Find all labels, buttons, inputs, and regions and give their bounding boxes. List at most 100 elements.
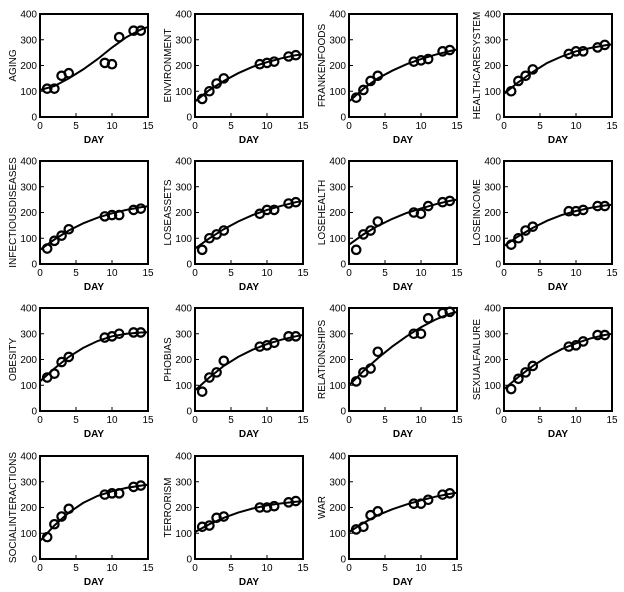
subplot-war: 0 100 200 300 400 0 5 10 15 DAY WAR	[317, 452, 463, 589]
x-tick-label: 5	[382, 268, 388, 279]
subplot-phobias: 0 100 200 300 400 0 5 10 15 DAY PHOBIAS	[163, 304, 309, 441]
y-tick-label: 200	[484, 355, 501, 366]
data-point	[372, 506, 384, 517]
x-tick-label: 10	[106, 563, 118, 574]
subplot-frankenfoods: 0 100 200 300 400 0 5 10 15 DAY FRANKENFOODS	[317, 10, 463, 147]
data-point	[527, 221, 539, 232]
y-tick-label: 300	[329, 35, 346, 46]
x-tick-label: 10	[261, 415, 273, 426]
y-tick-label: 0	[186, 555, 192, 566]
data-point	[268, 56, 280, 67]
data-point	[268, 204, 280, 216]
data-point	[599, 329, 611, 341]
data-point	[570, 46, 582, 57]
y-tick-label: 300	[484, 35, 501, 46]
x-tick-label: 5	[537, 268, 543, 279]
x-tick-label: 5	[537, 121, 543, 132]
y-tick-label: 100	[329, 381, 346, 392]
y-tick-label: 300	[20, 182, 37, 193]
data-point	[128, 25, 139, 37]
y-tick-label: 0	[340, 407, 346, 418]
data-point	[290, 196, 302, 208]
plot-frame	[194, 307, 304, 412]
fit-curve	[348, 310, 458, 387]
data-point	[372, 346, 384, 358]
data-point	[350, 376, 362, 387]
x-tick-label: 15	[297, 268, 309, 279]
x-tick-label: 15	[297, 563, 309, 574]
data-point	[135, 25, 147, 37]
x-axis-label: DAY	[239, 282, 260, 293]
plot-frame	[503, 307, 613, 412]
y-tick-label: 400	[484, 157, 501, 168]
y-tick-label: 0	[31, 555, 37, 566]
y-axis-label: ENVIRONMENT	[163, 29, 174, 103]
y-tick-label: 200	[20, 208, 37, 219]
data-point	[218, 511, 230, 522]
x-axis-label: DAY	[393, 577, 414, 588]
data-point	[350, 92, 362, 103]
data-point	[444, 195, 456, 207]
data-point	[444, 44, 456, 56]
x-tick-label: 15	[142, 415, 154, 426]
x-tick-label: 0	[192, 121, 198, 132]
x-tick-label: 0	[501, 121, 507, 132]
x-axis-label: DAY	[239, 429, 260, 440]
x-axis-label: DAY	[393, 429, 414, 440]
data-point	[196, 93, 208, 105]
data-point	[261, 204, 273, 216]
x-tick-label: 5	[73, 268, 79, 279]
subplot-sexualfailure: 0 100 200 300 400 0 5 10 15 DAY SEXUALFAILURE	[472, 304, 618, 441]
x-tick-label: 10	[415, 121, 427, 132]
x-tick-label: 10	[415, 268, 427, 279]
data-point	[106, 488, 118, 499]
x-axis-label: DAY	[84, 577, 105, 588]
data-point	[113, 328, 125, 340]
y-tick-label: 400	[329, 10, 346, 21]
x-tick-label: 0	[37, 121, 43, 132]
data-point	[513, 373, 524, 385]
x-tick-label: 0	[192, 268, 198, 279]
x-tick-label: 15	[451, 415, 463, 426]
y-tick-label: 0	[495, 260, 501, 271]
plot-frame	[348, 307, 458, 412]
data-point	[218, 73, 230, 84]
data-point	[365, 75, 376, 87]
data-point	[113, 209, 125, 221]
y-tick-label: 0	[495, 407, 501, 418]
subplot-socialinteractions: 0 100 200 300 400 0 5 10 15 DAY SOCIALINTERACTIONS	[8, 452, 154, 589]
y-tick-label: 300	[175, 329, 192, 340]
data-point	[422, 53, 434, 65]
data-point	[444, 306, 456, 318]
y-axis-label: SOCIALINTERACTIONS	[8, 452, 19, 563]
data-point	[49, 83, 60, 94]
data-point	[290, 495, 302, 507]
x-tick-label: 0	[192, 563, 198, 574]
x-tick-label: 15	[142, 268, 154, 279]
x-tick-label: 0	[37, 563, 43, 574]
x-tick-label: 0	[346, 268, 352, 279]
data-point	[422, 494, 434, 506]
y-tick-label: 300	[20, 477, 37, 488]
x-axis-label: DAY	[393, 282, 414, 293]
plot-frame	[348, 160, 458, 265]
data-point	[268, 500, 280, 512]
x-tick-label: 5	[228, 121, 234, 132]
x-tick-label: 0	[346, 415, 352, 426]
data-point	[599, 200, 611, 212]
data-point	[63, 223, 75, 235]
data-point	[527, 64, 539, 75]
subplot-loseassets: 0 100 200 300 400 0 5 10 15 DAY LOSEASSETS	[163, 157, 309, 294]
y-tick-label: 200	[329, 61, 346, 72]
x-axis-label: DAY	[84, 429, 105, 440]
y-tick-label: 100	[175, 87, 192, 98]
x-tick-label: 10	[106, 415, 118, 426]
data-point	[520, 367, 531, 378]
data-point	[113, 488, 125, 499]
y-axis-label: PHOBIAS	[163, 337, 174, 382]
data-point	[56, 356, 67, 368]
data-point	[268, 337, 280, 349]
y-tick-label: 0	[340, 260, 346, 271]
data-point	[505, 383, 517, 395]
data-point	[49, 368, 60, 379]
